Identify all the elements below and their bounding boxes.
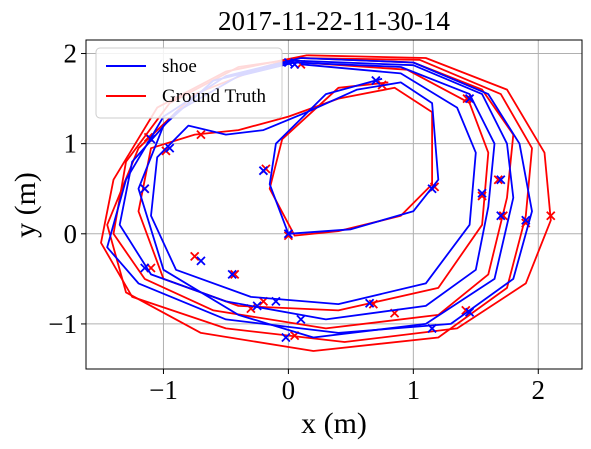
x-tick-label: −1	[149, 375, 178, 405]
y-tick-label: 2	[64, 39, 78, 69]
legend: shoe Ground Truth	[95, 47, 283, 119]
shoe-series-line	[137, 59, 515, 339]
shoe-x-marker	[258, 166, 269, 176]
grid-lines	[86, 40, 582, 369]
shoe-x-marker	[283, 57, 294, 68]
shoe-x-marker	[140, 184, 150, 194]
shoe-x-marker	[146, 134, 156, 144]
shoe-series-line	[150, 63, 477, 305]
shoe-x-marker	[427, 323, 437, 334]
plot-frame	[85, 39, 583, 370]
ground_truth-x-marker	[546, 211, 556, 221]
ground_truth-x-marker	[230, 269, 240, 279]
shoe-x-marker	[290, 59, 300, 69]
shoe-series-line	[106, 57, 533, 334]
shoe-series	[106, 57, 533, 343]
shoe-x-marker	[283, 229, 294, 239]
shoe-x-marker	[464, 307, 475, 317]
axis-ticks: −1 0 1 2 −1 0 1 2	[48, 39, 545, 405]
shoe-x-marker	[196, 256, 206, 266]
y-tick-label: −1	[48, 309, 77, 339]
x-tick-label: 2	[532, 375, 546, 405]
ground_truth-x-marker	[498, 211, 508, 221]
shoe-x-marker	[521, 215, 531, 225]
ground_truth-series-line	[137, 61, 490, 312]
ground_truth-series-line	[112, 57, 515, 330]
chart-title: 2017-11-22-11-30-14	[218, 6, 450, 36]
plot-area	[100, 54, 556, 352]
shoe-x-marker	[371, 75, 381, 86]
shoe-x-marker	[281, 332, 291, 343]
y-axis-label: y (m)	[9, 172, 42, 238]
shoe-x-marker	[496, 175, 506, 185]
legend-ground-truth-label: Ground Truth	[162, 86, 266, 107]
x-tick-label: 0	[282, 375, 296, 405]
shoe-x-marker	[252, 301, 262, 311]
shoe-x-marker	[296, 314, 306, 325]
shoe-x-marker	[496, 211, 506, 221]
x-tick-label: 1	[407, 375, 421, 405]
shoe-x-marker	[165, 143, 175, 153]
x-axis-label: x (m)	[301, 407, 367, 440]
shoe-x-marker	[427, 184, 437, 194]
legend-shoe-label: shoe	[162, 56, 197, 77]
shoe-x-marker	[140, 263, 150, 273]
ground_truth-x-marker	[477, 191, 487, 201]
y-tick-label: 0	[64, 219, 78, 249]
shoe-x-marker	[271, 296, 281, 307]
ground_truth-x-marker	[493, 175, 503, 185]
shoe-x-marker	[477, 188, 487, 198]
ground_truth-series-line	[100, 54, 552, 343]
shoe-x-marker	[364, 298, 375, 308]
y-tick-label: 1	[64, 129, 78, 159]
shoe-x-marker	[464, 93, 475, 104]
ground_truth-x-marker	[196, 130, 206, 140]
shoe-x-marker	[227, 269, 237, 279]
ground_truth-x-marker	[190, 251, 200, 261]
